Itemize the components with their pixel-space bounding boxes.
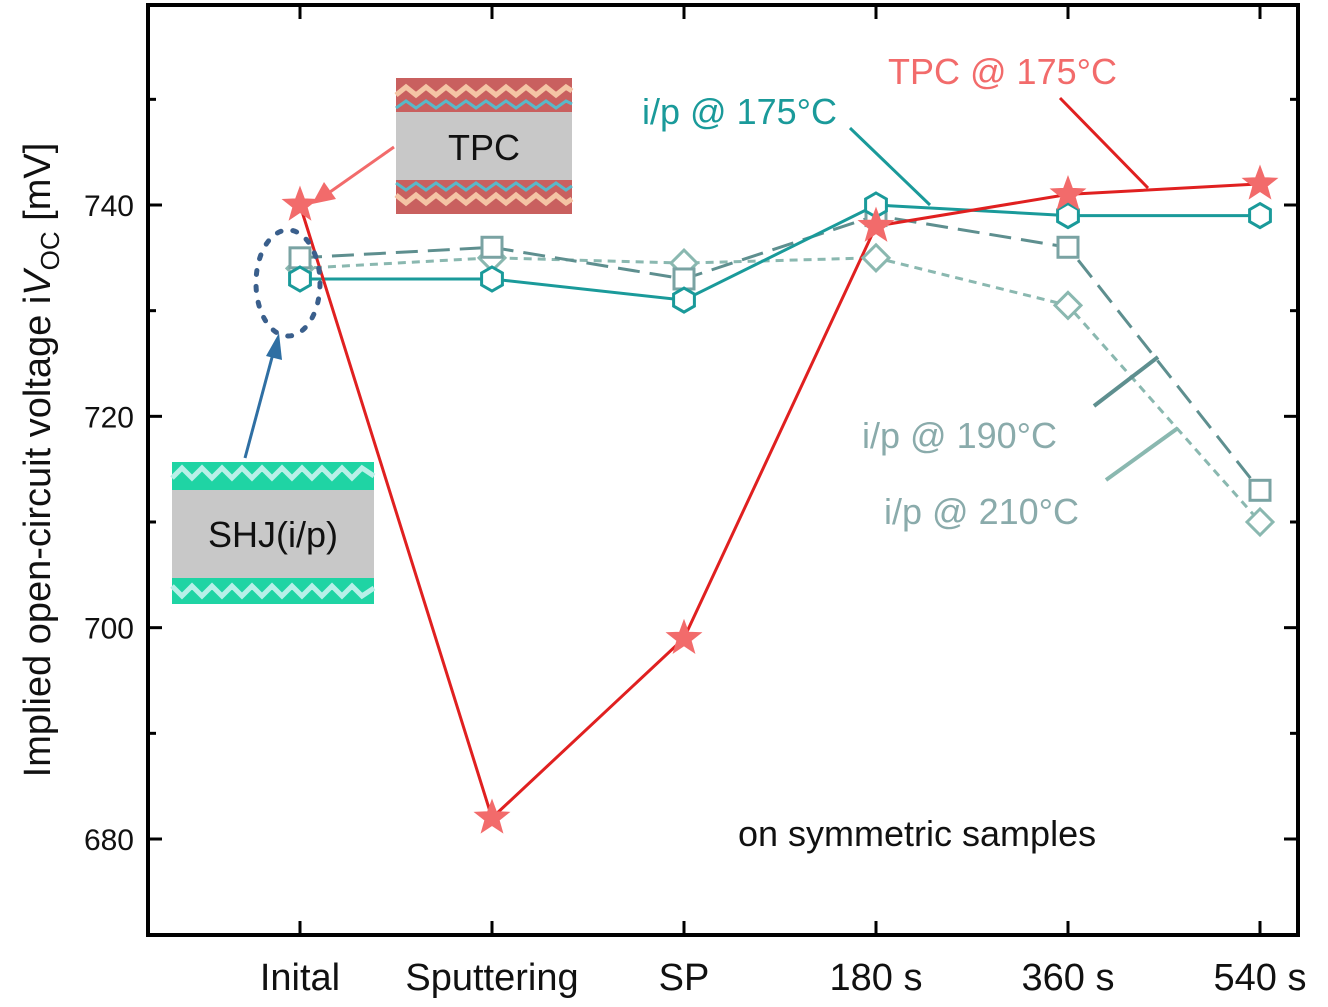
tpc-box-label: TPC — [448, 127, 520, 168]
y-tick-label: 700 — [84, 613, 134, 646]
data-point-square — [1056, 235, 1080, 259]
legend-label-tpc: TPC @ 175°C — [888, 51, 1150, 190]
symmetric-samples-note: on symmetric samples — [738, 813, 1096, 854]
x-tick-label: 180 s — [830, 957, 923, 999]
data-point-hexagon — [672, 286, 696, 314]
tpc-schematic: TPC — [394, 78, 574, 214]
y-axis-title-unit: [mV] — [17, 143, 59, 232]
y-tick-label: 720 — [84, 401, 134, 434]
x-tick-label: 540 s — [1214, 957, 1307, 999]
series-line — [299, 256, 1262, 523]
svg-text:i/p @ 175°C: i/p @ 175°C — [642, 91, 837, 132]
svg-text:TPC @ 175°C: TPC @ 175°C — [888, 51, 1117, 92]
data-point-diamond — [1244, 506, 1276, 538]
legend-label-ip175: i/p @ 175°C — [642, 91, 932, 207]
y-axis-title: Implied open-circuit voltage iVOC [mV] — [17, 143, 65, 778]
y-tick-label: 740 — [84, 190, 134, 223]
shj-box-label: SHJ(i/p) — [208, 514, 338, 555]
data-point-diamond — [1052, 290, 1084, 321]
series-line — [300, 203, 1260, 302]
svg-text:Implied open-circuit voltage i: Implied open-circuit voltage iVOC [mV] — [17, 143, 65, 778]
y-tick-label: 680 — [84, 824, 134, 857]
data-point-star — [281, 185, 319, 221]
data-point-square — [288, 246, 312, 270]
axes — [146, 3, 1300, 937]
y-axis-title-prefix: Implied open-circuit voltage i — [17, 296, 59, 778]
x-tick-label: SP — [659, 957, 710, 999]
initial-group-ellipse — [253, 227, 323, 339]
series-line — [298, 182, 1261, 821]
x-tick-label: 360 s — [1022, 957, 1115, 999]
data-point-star — [665, 618, 703, 654]
data-point-star — [1049, 174, 1087, 211]
tpc-arrow — [312, 145, 395, 204]
series-line — [299, 214, 1262, 492]
y-axis-title-sub: OC — [35, 231, 65, 270]
data-point-star — [857, 206, 895, 242]
data-point-hexagon — [480, 265, 504, 293]
data-point-star — [473, 798, 511, 834]
svg-text:i/p @ 190°C: i/p @ 190°C — [862, 415, 1057, 456]
ticks: 680 700 720 740 Inital Sputtering SP 180 s 360 s… — [84, 5, 1307, 999]
data-point-square — [1248, 478, 1272, 502]
data-point-square — [672, 267, 696, 291]
legend-label-ip190: i/p @ 190°C — [862, 355, 1160, 456]
data-point-hexagon — [1248, 201, 1272, 230]
plot-frame — [146, 3, 1300, 937]
shj-schematic: SHJ(i/p) — [170, 462, 376, 604]
series-lines — [298, 182, 1262, 821]
shj-arrow — [243, 333, 282, 459]
legend-label-ip210: i/p @ 210°C — [884, 426, 1180, 532]
series-markers — [281, 164, 1279, 834]
y-axis-title-var: V — [17, 267, 59, 296]
data-point-hexagon — [1056, 201, 1080, 230]
x-tick-label: Inital — [260, 957, 340, 999]
data-point-square — [480, 235, 504, 259]
data-point-hexagon — [288, 265, 312, 293]
data-point-star — [1241, 164, 1279, 200]
data-point-diamond — [860, 242, 892, 273]
svg-text:i/p @ 210°C: i/p @ 210°C — [884, 491, 1079, 532]
x-tick-label: Sputtering — [405, 957, 578, 999]
